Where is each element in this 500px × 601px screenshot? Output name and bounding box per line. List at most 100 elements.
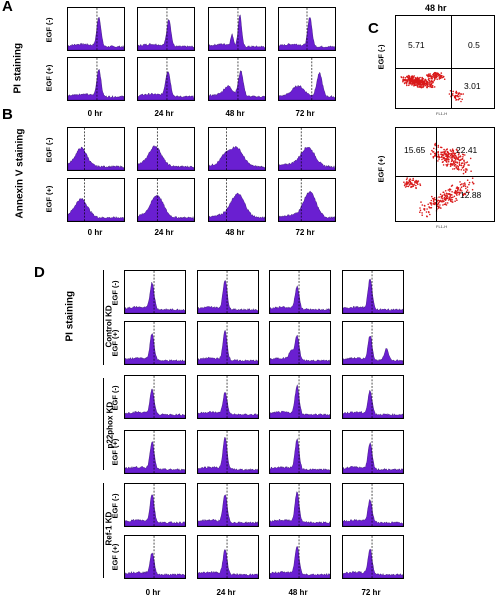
scatter-dot <box>460 186 463 188</box>
scatter-dot <box>459 183 462 186</box>
scatter-dot <box>436 75 438 78</box>
histogram-area <box>68 197 124 221</box>
scatter-dot <box>463 165 465 167</box>
scatter-dot <box>437 160 439 162</box>
panel-d-histogram-r5-c2 <box>269 535 331 579</box>
scatter-dot <box>438 76 441 78</box>
histogram-svg <box>198 271 258 313</box>
scatter-dot <box>434 198 436 201</box>
scatter-dot <box>400 76 403 79</box>
panel-a-histogram-r1-c2 <box>208 57 266 101</box>
scatter-dot <box>452 161 455 164</box>
scatter-dot <box>416 81 419 84</box>
panel-c-top-xaxis: FL1-H <box>436 111 448 116</box>
histogram-area <box>125 388 185 418</box>
scatter-dot <box>458 192 461 194</box>
scatter-dot <box>426 208 428 210</box>
panel-d-histogram-r1-c0 <box>124 321 186 365</box>
scatter-dot <box>453 168 456 170</box>
scatter-dot <box>463 162 465 164</box>
histogram-area <box>209 69 265 100</box>
scatter-dot <box>433 79 435 82</box>
scatter-dot <box>440 197 443 199</box>
scatter-dot <box>429 84 432 86</box>
histogram-svg <box>68 58 124 100</box>
scatter-dot <box>459 93 462 95</box>
scatter-dot <box>464 154 466 156</box>
histogram-area <box>138 19 194 50</box>
scatter-dot <box>430 75 432 77</box>
histogram-area <box>68 146 124 170</box>
histogram-area <box>343 498 403 526</box>
histogram-area <box>270 437 330 473</box>
histogram-svg <box>125 484 185 526</box>
histogram-svg <box>125 431 185 473</box>
scatter-dot <box>409 79 412 81</box>
histogram-svg <box>343 376 403 418</box>
panel-b-histogram-r0-c2 <box>208 127 266 171</box>
scatter-dot <box>419 207 421 209</box>
scatter-dot <box>465 162 467 164</box>
histogram-area <box>279 190 335 221</box>
panel-b-time-0: 0 hr <box>87 228 103 237</box>
scatter-dot <box>428 73 430 75</box>
scatter-dot <box>429 213 431 216</box>
scatter-dot <box>421 214 423 216</box>
panel-d-egf-label-3: EGF (+) <box>110 438 120 466</box>
scatter-dot <box>445 159 448 161</box>
histogram-svg <box>198 431 258 473</box>
scatter-dot <box>409 183 411 186</box>
histogram-svg <box>125 376 185 418</box>
scatter-dot <box>470 170 472 172</box>
scatter-dot <box>454 161 457 163</box>
scatter-dot <box>446 155 449 158</box>
scatter-dot <box>454 165 456 167</box>
scatter-dot <box>408 76 411 78</box>
scatter-dot <box>451 184 454 187</box>
scatter-dot <box>424 82 426 85</box>
scatter-dot <box>436 78 438 81</box>
panel-d-stain-label: PI staining <box>64 290 76 342</box>
scatter-dot <box>429 73 432 75</box>
scatter-dot <box>438 201 440 204</box>
scatter-dot <box>430 153 432 155</box>
scatter-dot <box>465 190 468 193</box>
scatter-dot <box>433 147 435 150</box>
scatter-dot <box>428 77 430 80</box>
scatter-dot <box>459 189 461 191</box>
quadrant-line-vertical <box>436 128 437 221</box>
panel-a-histogram-r1-c0 <box>67 57 125 101</box>
scatter-dot <box>463 184 465 187</box>
scatter-dot <box>460 164 462 166</box>
panel-d-histogram-r4-c2 <box>269 483 331 527</box>
scatter-dot <box>406 80 409 83</box>
scatter-dot <box>438 78 441 80</box>
panel-d-histogram-r1-c2 <box>269 321 331 365</box>
scatter-dot <box>408 84 410 87</box>
histogram-area <box>125 494 185 526</box>
histogram-svg <box>198 536 258 578</box>
scatter-dot <box>463 182 466 184</box>
panel-b-letter: B <box>2 106 13 123</box>
scatter-dot <box>457 188 460 190</box>
panel-c-bottom-xaxis: FL1-H <box>436 224 448 229</box>
scatter-dot <box>451 201 454 203</box>
scatter-dot <box>448 190 451 192</box>
scatter-dot <box>407 182 409 184</box>
scatter-dot <box>415 179 417 182</box>
scatter-dot <box>427 85 430 88</box>
panel-c-title: 48 hr <box>425 3 447 13</box>
scatter-dot <box>461 167 464 169</box>
histogram-area <box>125 281 185 313</box>
scatter-dot <box>461 190 463 192</box>
histogram-svg <box>279 179 335 221</box>
panel-d-time-2: 48 hr <box>288 588 308 597</box>
scatter-dot <box>455 155 457 158</box>
scatter-dot <box>451 148 454 150</box>
scatter-dot <box>442 191 444 194</box>
histogram-svg <box>279 8 335 50</box>
scatter-dot <box>449 154 452 157</box>
panel-d-egf-label-2: EGF (-) <box>110 385 120 411</box>
panel-c-egf-pos: EGF (+) <box>376 155 386 183</box>
scatter-dot <box>422 85 425 88</box>
